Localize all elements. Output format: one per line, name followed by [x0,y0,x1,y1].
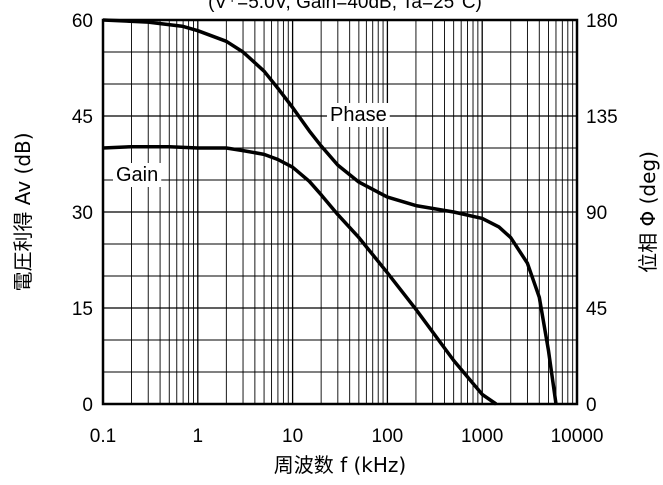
y-left-tick-label: 15 [72,299,93,320]
y-axis-title-left: 電圧利得 Av (dB) [11,132,35,291]
y-right-tick-label: 90 [586,203,607,224]
series-label-phase: Phase [330,104,387,126]
grid [102,19,577,405]
x-tick-label: 0.1 [90,426,116,447]
x-tick-label: 1 [193,426,204,447]
plot-frame [101,18,579,406]
series-line-gain [102,144,498,406]
x-axis-title: 周波数 f (kHz) [274,453,406,477]
series-label-gain: Gain [116,164,158,186]
y-right-tick-label: 135 [586,107,618,128]
y-right-tick-label: 45 [586,299,607,320]
y-left-tick-label: 0 [82,395,93,416]
x-tick-label: 1000 [461,426,503,447]
y-right-tick-label: 180 [586,11,618,32]
y-left-tick-label: 60 [72,11,93,32]
series-line-phase [102,18,558,405]
y-left-tick-label: 45 [72,107,93,128]
x-tick-label: 100 [372,426,404,447]
series-group [102,18,558,406]
y-right-tick-label: 0 [586,395,597,416]
x-tick-label: 10000 [551,426,604,447]
label-phase-background [327,103,390,127]
x-tick-label: 10 [282,426,303,447]
label-gain-background [113,163,162,187]
y-left-tick-label: 30 [72,203,93,224]
y-axis-title-right: 位相 Φ (deg) [636,151,660,273]
chart-title: (V⁺=5.0V, Gain=40dB, Ta=25°C) [208,0,482,13]
tick-labels: 0.1 1 10 100 1000 10000 0 15 30 45 60 0 45 90 135 180 [72,11,618,447]
